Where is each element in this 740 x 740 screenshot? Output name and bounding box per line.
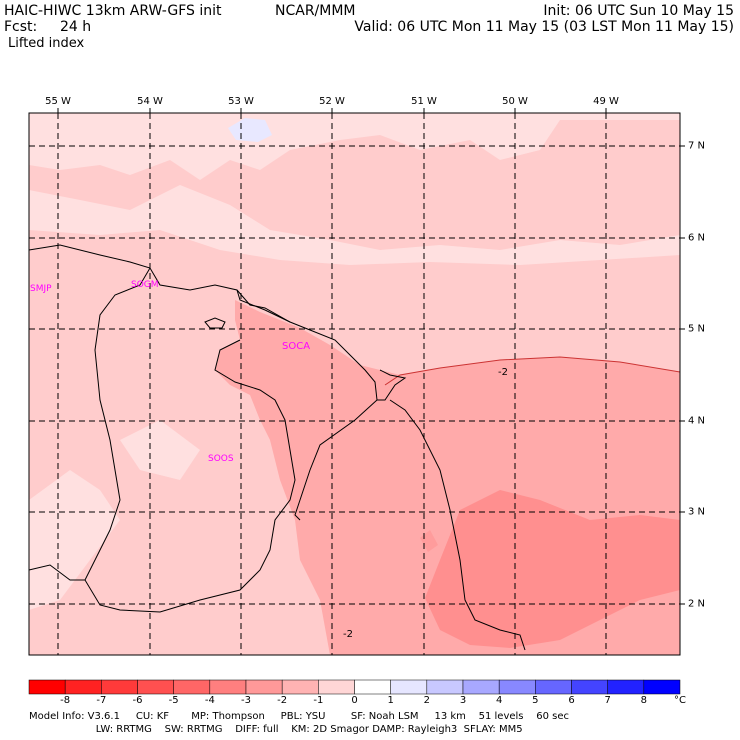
lat-label-4n: 4 N: [688, 415, 706, 427]
forecast-label: Fcst:: [4, 19, 38, 35]
colorbar-swatch: [607, 679, 645, 695]
colorbar-swatch: [137, 679, 174, 695]
colorbar-tick-label: -2: [277, 695, 288, 706]
station-smjp: SMJP: [30, 284, 52, 294]
colorbar-tick-label: -8: [60, 695, 71, 706]
colorbar-tick-label: -5: [168, 695, 179, 706]
lat-label-5n: 5 N: [688, 323, 706, 335]
colorbar-swatch: [209, 679, 247, 695]
fill-light-interior: [120, 420, 200, 480]
colorbar-swatch: [462, 679, 500, 695]
island: [204, 317, 226, 329]
contour-label-north: -2: [498, 367, 508, 378]
border-guyana-south: [28, 564, 85, 581]
station-soca: SOCA: [282, 341, 311, 352]
colorbar-swatch: [318, 679, 355, 695]
frame-ticks: [57, 108, 685, 605]
colorbar-tick-label: -7: [96, 695, 107, 706]
colorbar-tick-label: -6: [132, 695, 143, 706]
colorbar-swatch: [498, 679, 536, 695]
colorbar-tick-label: 0: [351, 695, 358, 706]
contour-label-south: -2: [343, 629, 353, 640]
colorbar-tick-label: 7: [604, 695, 611, 706]
border-fg-brazil: [389, 399, 526, 651]
colorbar-swatch: [535, 679, 572, 695]
forecast-hour: 24 h: [60, 19, 92, 35]
border-suriname: [84, 267, 296, 613]
init-time: Init: 06 UTC Sun 10 May 15: [543, 3, 734, 19]
colorbar-swatch: [354, 679, 391, 695]
map-frame: [28, 112, 681, 656]
colorbar-swatch: [28, 679, 66, 695]
lat-label-2n: 2 N: [688, 598, 706, 610]
colorbar-swatch: [101, 679, 138, 695]
colorbar-swatch: [643, 679, 681, 695]
fill-light-north: [29, 113, 680, 180]
fill-light-southwest: [29, 470, 120, 610]
colorbar-tick-label: -4: [204, 695, 215, 706]
colorbar-tick-label: 1: [387, 695, 394, 706]
lon-label-55w: 55 W: [45, 96, 71, 107]
colorbar-tick-label: -3: [241, 695, 251, 706]
lon-label-54w: 54 W: [137, 96, 163, 107]
lon-label-53w: 53 W: [228, 96, 254, 107]
model-title: HAIC-HIWC 13km ARW-GFS init: [4, 3, 222, 19]
colorbar-swatch: [173, 679, 211, 695]
station-soos: SOOS: [208, 454, 234, 464]
colorbar-tick-label: 5: [532, 695, 539, 706]
lat-label-7n: 7 N: [688, 140, 706, 152]
lat-label-3n: 3 N: [688, 506, 706, 518]
graticule: [29, 113, 680, 655]
colorbar-unit: °C: [674, 695, 686, 706]
colorbar-swatch: [390, 679, 428, 695]
colorbar: [28, 679, 681, 695]
colorbar-tick-label: 6: [568, 695, 575, 706]
colorbar-tick-label: 8: [640, 695, 648, 706]
colorbar-swatch: [426, 679, 464, 695]
fill-light-band: [29, 185, 680, 265]
lon-label-50w: 50 W: [502, 96, 528, 107]
contour-minus2: [384, 356, 681, 386]
model-info-line1: Model Info: V3.6.1 CU: KF MP: Thompson P…: [29, 711, 569, 722]
lat-label-6n: 6 N: [688, 232, 706, 244]
fill-strong: [425, 490, 680, 648]
colorbar-swatch: [571, 679, 608, 695]
colorbar-swatch: [245, 679, 283, 695]
model-info-line2: LW: RRTMG SW: RRTMG DIFF: full KM: 2D Sm…: [29, 724, 523, 735]
org-label: NCAR/MMM: [275, 3, 356, 19]
lon-label-52w: 52 W: [319, 96, 345, 107]
colorbar-tick-label: 3: [459, 695, 467, 706]
colorbar-swatch: [281, 679, 319, 695]
colorbar-tick-label: 4: [495, 695, 503, 706]
border-suriname-fg: [236, 289, 378, 521]
lon-label-51w: 51 W: [411, 96, 437, 107]
fill-positive-patch: [228, 118, 272, 142]
valid-time: Valid: 06 UTC Mon 11 May 15 (03 LST Mon …: [354, 19, 734, 35]
station-sogm: SOGM: [131, 280, 159, 290]
colorbar-tick-label: -1: [313, 695, 324, 706]
lon-label-49w: 49 W: [593, 96, 619, 107]
field-name: Lifted index: [8, 36, 85, 51]
colorbar-swatch: [64, 679, 102, 695]
colorbar-tick-label: 2: [423, 695, 431, 706]
